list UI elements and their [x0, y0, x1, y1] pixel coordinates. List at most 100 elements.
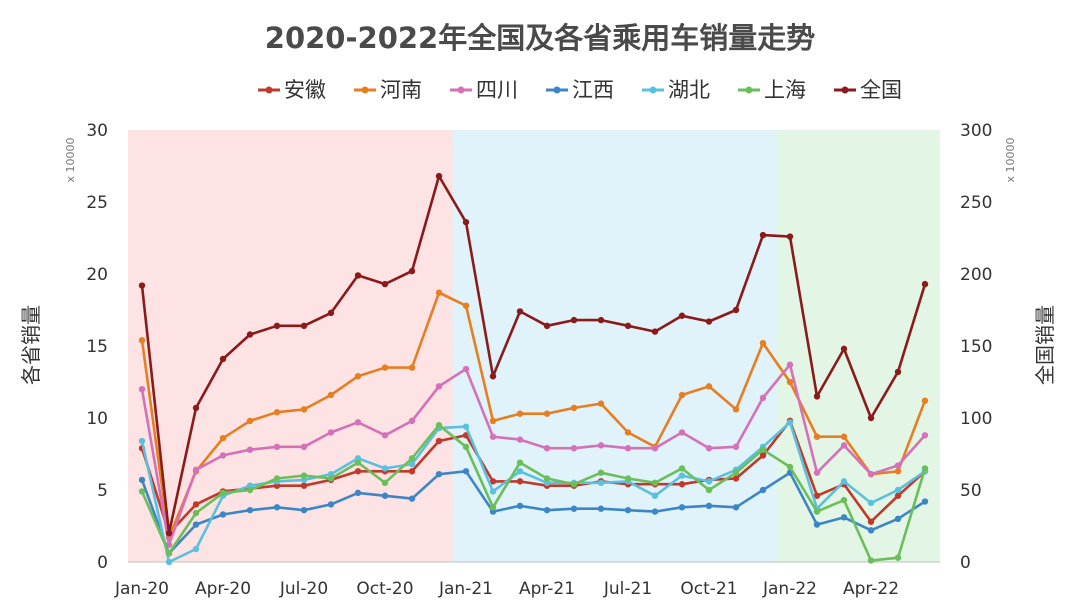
data-point-湖北 — [840, 478, 848, 485]
data-point-江西 — [408, 495, 416, 502]
data-point-江西 — [759, 486, 767, 494]
data-point-全国 — [894, 368, 902, 376]
data-point-江西 — [813, 521, 821, 528]
data-point-全国 — [732, 306, 740, 314]
data-point-河南 — [246, 417, 254, 425]
data-point-四川 — [273, 443, 281, 450]
data-point-全国 — [705, 318, 713, 325]
data-point-河南 — [921, 397, 929, 404]
data-point-上海 — [732, 469, 740, 476]
data-point-湖北 — [651, 492, 659, 499]
data-point-湖北 — [408, 460, 416, 468]
data-point-江西 — [516, 502, 524, 510]
data-point-湖北 — [165, 558, 173, 566]
data-point-四川 — [327, 429, 335, 436]
y-tick-label-right: 0 — [960, 553, 971, 573]
data-point-上海 — [435, 422, 443, 429]
y-tick-label-right: 250 — [960, 193, 992, 213]
data-point-全国 — [381, 280, 389, 288]
legend: 安徽 河南 四川 江西 湖北 上海 全国 — [258, 78, 902, 102]
data-point-安徽 — [435, 437, 443, 445]
data-point-湖北 — [705, 478, 713, 485]
data-point-江西 — [138, 476, 146, 484]
data-point-江西 — [570, 505, 578, 512]
legend-marker-湖北 — [649, 86, 657, 94]
y-axis-left: 0 5 10 15 20 25 30 — [86, 121, 108, 573]
data-point-四川 — [354, 419, 362, 426]
data-point-上海 — [624, 475, 632, 482]
data-point-全国 — [786, 233, 794, 240]
shaded-period-2020 — [128, 130, 453, 562]
data-point-全国 — [624, 322, 632, 330]
data-point-全国 — [813, 393, 821, 400]
data-point-上海 — [705, 486, 713, 494]
legend-label-上海: 上海 — [764, 78, 806, 102]
data-point-全国 — [462, 218, 470, 226]
data-point-上海 — [273, 475, 281, 482]
data-point-河南 — [273, 409, 281, 416]
data-point-安徽 — [516, 478, 524, 485]
data-point-上海 — [921, 465, 929, 472]
data-point-四川 — [489, 433, 497, 440]
data-point-河南 — [219, 434, 227, 442]
data-point-江西 — [678, 504, 686, 511]
data-point-河南 — [732, 406, 740, 413]
data-point-上海 — [894, 554, 902, 561]
data-point-四川 — [381, 432, 389, 439]
data-point-湖北 — [678, 472, 686, 479]
data-point-安徽 — [300, 482, 308, 489]
data-point-河南 — [759, 339, 767, 347]
data-point-河南 — [678, 391, 686, 399]
legend-label-安徽: 安徽 — [284, 78, 326, 102]
x-tick-label: Apr-21 — [519, 579, 575, 599]
data-point-全国 — [138, 282, 146, 289]
y-axis-left-title: 各省销量 — [19, 305, 43, 385]
data-point-上海 — [651, 479, 659, 486]
data-point-江西 — [192, 521, 200, 528]
data-point-江西 — [867, 527, 875, 534]
data-point-上海 — [381, 479, 389, 486]
y-tick-label-right: 150 — [960, 337, 992, 357]
y-tick-label-right: 200 — [960, 265, 992, 285]
data-point-上海 — [516, 459, 524, 466]
series-line-河南 — [140, 291, 927, 539]
data-point-全国 — [597, 316, 605, 324]
data-point-湖北 — [516, 468, 524, 475]
x-tick-label: Jan-22 — [762, 579, 817, 599]
data-point-河南 — [300, 406, 308, 413]
legend-marker-江西 — [553, 86, 561, 94]
y-tick-label-right: 100 — [960, 409, 992, 429]
data-point-四川 — [786, 361, 794, 368]
y-tick-label-right: 300 — [960, 121, 992, 141]
data-point-四川 — [462, 365, 470, 373]
data-point-全国 — [300, 322, 308, 330]
y-tick-label-right: 50 — [960, 481, 982, 501]
data-point-江西 — [651, 508, 659, 515]
data-point-江西 — [543, 506, 551, 514]
data-point-江西 — [624, 506, 632, 514]
data-point-四川 — [867, 470, 875, 478]
data-point-全国 — [489, 373, 497, 380]
y-tick-label-left: 0 — [97, 553, 108, 573]
data-point-安徽 — [354, 468, 362, 475]
data-point-江西 — [273, 504, 281, 511]
data-point-河南 — [516, 410, 524, 417]
data-point-湖北 — [192, 545, 200, 553]
legend-label-全国: 全国 — [860, 78, 902, 102]
data-point-四川 — [678, 429, 686, 436]
data-point-上海 — [192, 509, 200, 517]
legend-label-四川: 四川 — [476, 78, 518, 102]
data-point-河南 — [462, 302, 470, 309]
data-point-江西 — [705, 502, 713, 510]
data-point-安徽 — [408, 468, 416, 475]
data-point-上海 — [867, 557, 875, 564]
data-point-四川 — [651, 445, 659, 452]
data-point-上海 — [246, 486, 254, 494]
data-point-上海 — [408, 455, 416, 462]
legend-label-江西: 江西 — [572, 78, 614, 102]
data-point-河南 — [435, 289, 443, 296]
data-point-四川 — [921, 432, 929, 439]
data-point-上海 — [840, 496, 848, 504]
data-point-江西 — [921, 498, 929, 505]
data-point-江西 — [462, 468, 470, 475]
